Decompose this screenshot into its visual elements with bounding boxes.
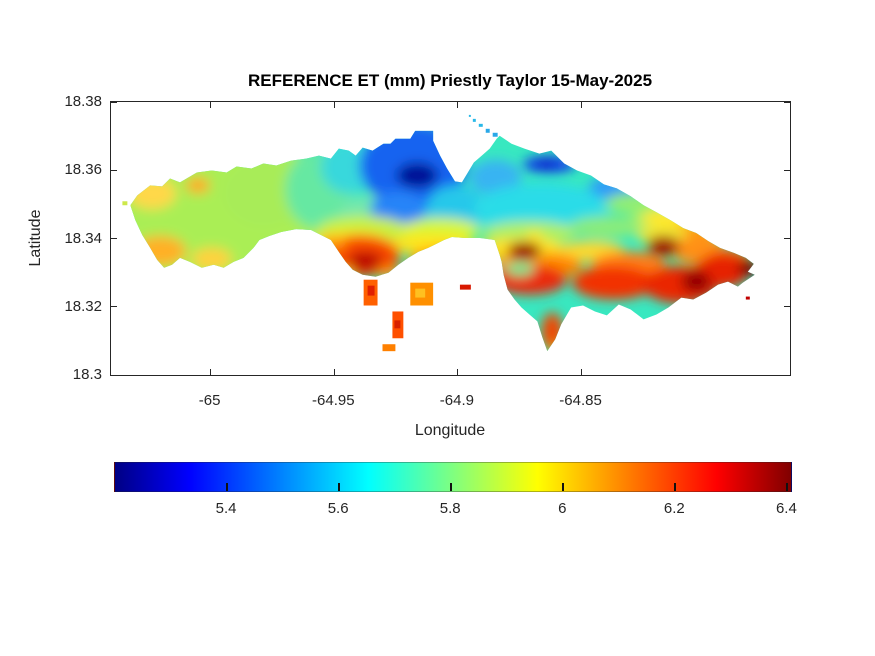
colorbar-tick-label: 6 (558, 500, 567, 517)
colorbar-tick-label: 6.2 (663, 500, 685, 517)
x-axis-label: Longitude (414, 422, 486, 439)
y-tick-mark-right (784, 169, 790, 171)
island-heatmap (122, 114, 755, 352)
map-axes (110, 101, 791, 376)
y-tick-mark (111, 101, 117, 103)
x-tick-mark-top (210, 102, 212, 108)
y-tick-mark (111, 238, 117, 239)
colorbar-tick-label: 5.8 (439, 500, 461, 517)
x-tick-mark-top (333, 102, 335, 108)
y-tick-label: 18.34 (64, 229, 102, 247)
colorbar-tick-mark (450, 483, 453, 491)
x-tick-mark (581, 369, 583, 375)
y-tick-mark (111, 169, 117, 171)
et-field (130, 130, 755, 352)
y-tick-mark (111, 306, 117, 308)
x-tick-mark-top (581, 102, 583, 108)
y-tick-label: 18.38 (64, 93, 102, 110)
x-tick-label: -65 (198, 392, 221, 409)
y-tick-label: 18.32 (64, 297, 102, 315)
offshore-cays (122, 114, 750, 352)
y-tick-mark-right (784, 306, 790, 308)
x-tick-mark-top (457, 102, 459, 108)
x-tick-mark (333, 369, 335, 375)
y-tick-mark-right (784, 238, 790, 239)
colorbar-tick-mark (786, 483, 789, 491)
x-tick-mark (210, 369, 212, 375)
colorbar (114, 462, 792, 492)
y-tick-label: 18.36 (64, 161, 102, 179)
x-tick-label: -64.95 (312, 392, 355, 409)
x-tick-label: -64.85 (559, 392, 602, 409)
x-tick-mark (457, 369, 459, 375)
x-tick-label: -64.9 (439, 392, 475, 409)
colorbar-tick-label: 5.4 (215, 500, 237, 517)
y-tick-label: 18.3 (72, 366, 102, 383)
y-tick-mark-right (784, 374, 790, 376)
colorbar-tick-mark (226, 483, 229, 491)
colorbar-tick-label: 5.6 (327, 500, 349, 517)
et-field-blobs (130, 130, 755, 352)
y-tick-mark-right (784, 101, 790, 103)
colorbar-tick-label: 6.4 (775, 500, 797, 517)
chart-title: REFERENCE ET (mm) Priestly Taylor 15-May… (247, 71, 653, 90)
y-tick-mark (111, 374, 117, 376)
colorbar-tick-mark (674, 483, 677, 491)
colorbar-tick-mark (562, 483, 565, 491)
colorbar-tick-mark (338, 483, 341, 491)
